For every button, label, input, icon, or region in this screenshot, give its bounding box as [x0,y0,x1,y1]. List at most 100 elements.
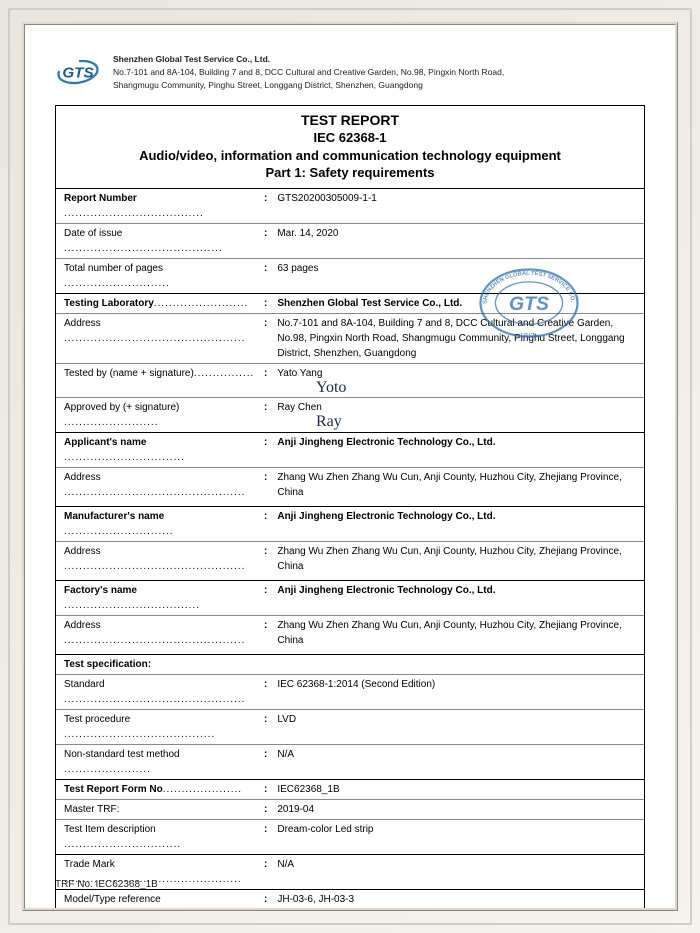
field-label: Test specification: [64,657,264,672]
field-value: N/A [277,747,636,762]
row: Testing Laboratory......................… [56,294,644,314]
row: Model/Type reference....................… [56,890,644,911]
row: Test Item description...................… [56,820,644,854]
colon: : [264,802,267,817]
field-value: Anji Jingheng Electronic Technology Co.,… [277,435,636,450]
report-sections: Report Number...........................… [56,189,644,911]
section-applicant: Applicant's name........................… [56,433,644,507]
colon: : [264,618,267,633]
field-label: Manufacturer's name.....................… [64,509,264,539]
colon: : [264,857,267,872]
row: Date of issue...........................… [56,224,644,259]
field-label: Address.................................… [64,618,264,648]
field-label: Test procedure..........................… [64,712,264,742]
row: Test Report Form No.....................… [56,780,644,800]
row: Test procedure..........................… [56,710,644,745]
field-value: Anji Jingheng Electronic Technology Co.,… [277,509,636,524]
field-label: Approved by (+ signature)...............… [64,400,264,430]
title-part: Part 1: Safety requirements [64,165,636,180]
row: Address.................................… [56,542,644,580]
field-value: Zhang Wu Zhen Zhang Wu Cun, Anji County,… [277,544,636,574]
row: Tested by (name + signature)............… [56,364,644,398]
field-label: Address.................................… [64,470,264,500]
section-form: Test Report Form No.....................… [56,780,644,855]
colon: : [264,400,267,415]
row: Report Number...........................… [56,189,644,224]
field-label: Factory's name..........................… [64,583,264,613]
field-label: Test Report Form No..................... [64,782,264,797]
row: Address.................................… [56,616,644,654]
colon: : [264,822,267,837]
org-address-line2: Shangmugu Community, Pinghu Street, Long… [113,79,504,92]
field-value: JH-03-6, JH-03-3 [277,892,636,907]
gts-logo: GTS [55,53,101,91]
colon: : [264,782,267,797]
colon: : [264,226,267,241]
row: Non-standard test method................… [56,745,644,779]
row: Address.................................… [56,468,644,506]
field-value: IEC 62368-1:2014 (Second Edition) [277,677,636,692]
field-label: Applicant's name........................… [64,435,264,465]
org-address-line1: No.7-101 and 8A-104, Building 7 and 8, D… [113,66,504,79]
field-value: Mar. 14, 2020 [277,226,636,241]
picture-frame: GTS Shenzhen Global Test Service Co., Lt… [0,0,700,933]
field-value: N/A [277,857,636,872]
signature: Ray [316,410,342,434]
field-value: Zhang Wu Zhen Zhang Wu Cun, Anji County,… [277,618,636,648]
field-label: Model/Type reference....................… [64,892,264,911]
row: Standard................................… [56,675,644,710]
row: Test specification: [56,655,644,675]
row: Master TRF::2019-04 [56,800,644,820]
field-value: 2019-04 [277,802,636,817]
section-factory: Factory's name..........................… [56,581,644,655]
colon: : [264,544,267,559]
letterhead-text: Shenzhen Global Test Service Co., Ltd. N… [113,53,504,91]
field-label: Total number of pages...................… [64,261,264,291]
title-standard: IEC 62368-1 [64,130,636,145]
colon: : [264,435,267,450]
svg-text:GTS: GTS [62,64,93,81]
colon: : [264,191,267,206]
field-label: Address.................................… [64,544,264,574]
section-lab: Testing Laboratory......................… [56,294,644,433]
colon: : [264,712,267,727]
row: Factory's name..........................… [56,581,644,616]
colon: : [264,316,267,331]
document-page: GTS Shenzhen Global Test Service Co., Lt… [22,22,678,911]
field-label: Test Item description...................… [64,822,264,852]
field-value: 63 pages [277,261,636,276]
field-value: No.7-101 and 8A-104, Building 7 and 8, D… [277,316,636,361]
row: Applicant's name........................… [56,433,644,468]
colon: : [264,892,267,907]
row: Approved by (+ signature)...............… [56,398,644,432]
field-value: Zhang Wu Zhen Zhang Wu Cun, Anji County,… [277,470,636,500]
field-value: IEC62368_1B [277,782,636,797]
colon: : [264,261,267,276]
letterhead: GTS Shenzhen Global Test Service Co., Lt… [55,53,645,91]
field-label: Tested by (name + signature)............… [64,366,264,381]
title-report: TEST REPORT [64,112,636,128]
colon: : [264,470,267,485]
colon: : [264,366,267,381]
section-spec: Test specification: Standard.............… [56,655,644,780]
field-label: Report Number...........................… [64,191,264,221]
field-value: LVD [277,712,636,727]
field-label: Standard................................… [64,677,264,707]
section-model: Model/Type reference....................… [56,890,644,911]
colon: : [264,509,267,524]
org-name: Shenzhen Global Test Service Co., Ltd. [113,53,504,66]
section-manufacturer: Manufacturer's name.....................… [56,507,644,581]
section-general: Report Number...........................… [56,189,644,294]
field-value: Anji Jingheng Electronic Technology Co.,… [277,583,636,598]
row: Address.................................… [56,314,644,364]
report-container: TEST REPORT IEC 62368-1 Audio/video, inf… [55,105,645,911]
title-equipment: Audio/video, information and communicati… [64,148,636,163]
row: Manufacturer's name.....................… [56,507,644,542]
colon: : [264,747,267,762]
colon: : [264,677,267,692]
footer-trf: TRF No. IEC62368_1B [55,879,158,890]
field-value: GTS20200305009-1-1 [277,191,636,206]
field-label: Master TRF: [64,802,264,817]
field-value: Dream-color Led strip [277,822,636,837]
field-value: Shenzhen Global Test Service Co., Ltd. [277,296,636,311]
